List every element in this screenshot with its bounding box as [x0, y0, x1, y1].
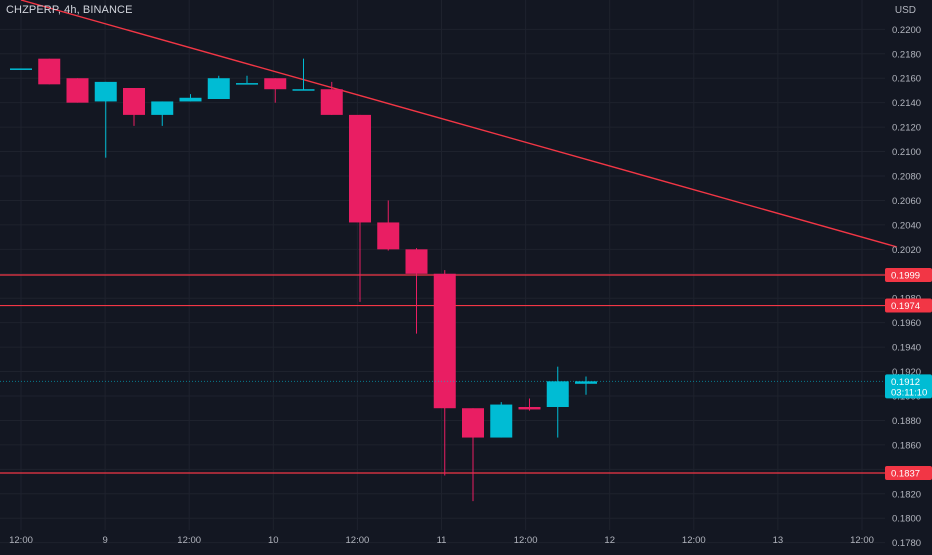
currency-label: USD	[894, 5, 916, 16]
candle	[377, 200, 400, 251]
candle-body	[38, 58, 61, 85]
x-tick-label: 12:00	[177, 535, 201, 546]
y-tick-label: 0.2080	[892, 172, 921, 183]
candle-body	[94, 81, 117, 102]
y-tick-label: 0.1880	[892, 416, 921, 427]
y-tick-label: 0.2180	[892, 49, 921, 60]
candle-body	[123, 88, 145, 115]
candle	[405, 248, 428, 334]
x-tick-label: 12:00	[346, 535, 370, 546]
x-tick-label: 12:00	[514, 535, 538, 546]
y-tick-label: 0.2140	[892, 98, 921, 109]
hline-price-label-bg	[885, 268, 932, 282]
candle	[349, 114, 371, 302]
y-tick-label: 0.2120	[892, 123, 921, 134]
y-tick-label: 0.2200	[892, 25, 921, 36]
y-tick-label: 0.1940	[892, 343, 921, 354]
hline-price-label-bg	[885, 466, 932, 480]
x-tick-label: 12:00	[682, 535, 706, 546]
candle-body	[433, 273, 456, 409]
candle-body	[10, 68, 32, 70]
x-tick-label: 12	[604, 535, 615, 546]
candle	[490, 402, 513, 438]
candle	[179, 94, 202, 102]
grid	[0, 0, 885, 544]
candle	[207, 75, 230, 99]
x-tick-label: 10	[268, 535, 279, 546]
candle	[292, 58, 315, 91]
y-tick-label: 0.1780	[892, 538, 921, 549]
current-price-label-bg	[885, 374, 932, 399]
y-tick-label: 0.1920	[892, 367, 921, 378]
time-axis[interactable]: 12:00 9 12:00 10 12:00 11 12:00 12 12:00 13 12:00	[9, 535, 874, 546]
candle	[462, 408, 484, 502]
x-tick-label: 9	[102, 535, 107, 546]
x-tick-label: 13	[773, 535, 784, 546]
y-tick-label: 0.2040	[892, 220, 921, 231]
candle-body	[292, 89, 315, 91]
candle-body	[405, 249, 428, 274]
candle-body	[179, 97, 202, 102]
y-tick-label: 0.2100	[892, 147, 921, 158]
candle	[320, 81, 343, 115]
y-tick-label: 0.1800	[892, 514, 921, 525]
x-tick-label: 12:00	[9, 535, 33, 546]
symbol-title[interactable]: CHZPERP, 4h, BINANCE	[6, 4, 133, 16]
candle	[546, 366, 569, 438]
y-tick-label: 0.1820	[892, 489, 921, 500]
candle	[66, 78, 89, 103]
candle-body	[462, 408, 484, 438]
current-price-label: 0.1912	[891, 377, 920, 388]
hline-price-label: 0.1974	[891, 301, 920, 312]
x-tick-label: 12:00	[850, 535, 874, 546]
hline-price-label: 0.1999	[891, 271, 920, 282]
trendline-layer[interactable]	[20, 0, 897, 248]
y-tick-label: 0.2060	[892, 196, 921, 207]
candle-body	[490, 404, 513, 438]
candle	[264, 78, 287, 103]
y-tick-label: 0.2020	[892, 245, 921, 256]
candle-body	[518, 407, 541, 410]
x-tick-label: 11	[437, 535, 447, 546]
candle	[123, 88, 145, 126]
candle-body	[575, 381, 597, 384]
candle	[575, 376, 597, 395]
candle-body	[236, 83, 258, 85]
y-tick-label: 0.1860	[892, 440, 921, 451]
candle-body	[264, 78, 287, 90]
y-tick-label: 0.1960	[892, 318, 921, 329]
candle-body	[320, 89, 343, 115]
hline-price-label: 0.1837	[891, 469, 920, 480]
candle	[94, 81, 117, 158]
y-tick-label: 0.2160	[892, 74, 921, 85]
candles	[10, 58, 597, 502]
trendline	[20, 0, 897, 248]
candle-body	[546, 381, 569, 407]
current-price-label-countdown: 03:11:10	[891, 387, 927, 398]
candle	[433, 270, 456, 476]
candle	[518, 398, 541, 411]
candle-body	[207, 78, 230, 99]
candle	[236, 75, 258, 85]
candle	[10, 68, 32, 70]
candle-body	[151, 101, 174, 115]
candle-body	[377, 222, 400, 250]
hline-price-label-bg	[885, 298, 932, 313]
candle-body	[349, 114, 371, 223]
candle	[151, 101, 174, 126]
candle	[38, 58, 61, 85]
candle-body	[66, 78, 89, 103]
